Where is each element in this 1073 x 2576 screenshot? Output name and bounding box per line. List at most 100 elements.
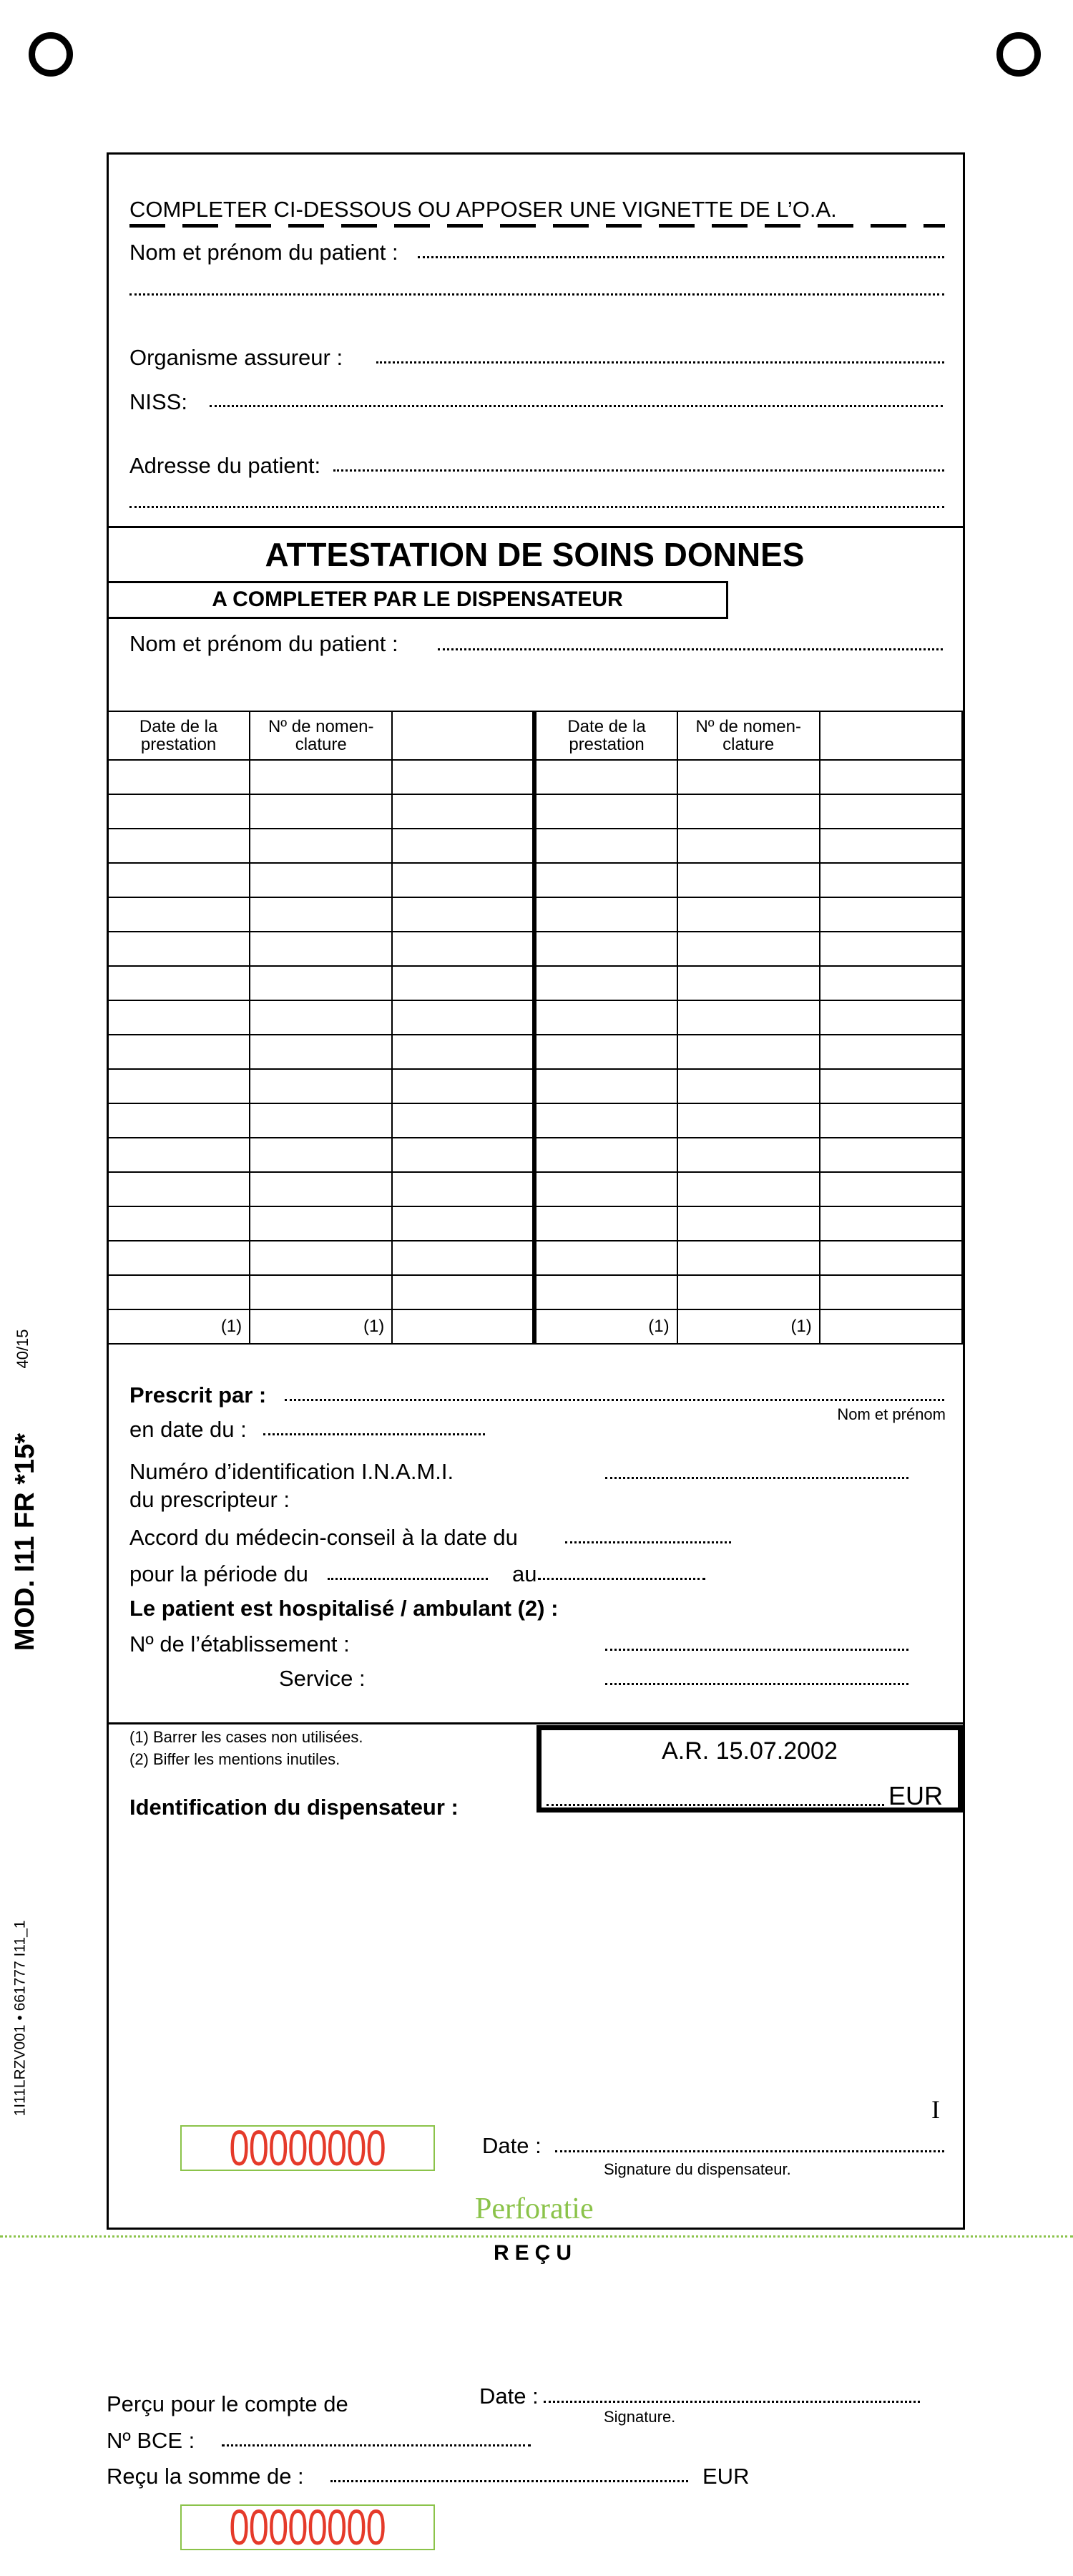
table-cell[interactable]	[818, 1000, 964, 1035]
table-cell[interactable]	[106, 1000, 251, 1035]
prescription-date-field[interactable]	[263, 1433, 485, 1435]
table-cell[interactable]	[818, 1309, 964, 1345]
period-to-field[interactable]	[538, 1578, 705, 1580]
table-cell[interactable]	[391, 965, 537, 1001]
table-cell[interactable]	[534, 931, 678, 967]
table-cell[interactable]	[534, 1137, 678, 1173]
table-cell[interactable]	[106, 1103, 251, 1138]
table-cell[interactable]	[391, 1103, 537, 1138]
establishment-field[interactable]	[605, 1649, 908, 1651]
prescriber-field[interactable]	[285, 1399, 944, 1401]
table-cell[interactable]	[249, 1274, 393, 1310]
table-cell[interactable]	[106, 1034, 251, 1070]
table-cell[interactable]	[249, 1103, 393, 1138]
receipt-date-field[interactable]	[544, 2401, 920, 2403]
table-cell[interactable]	[818, 1171, 964, 1207]
table-cell[interactable]: (1)	[106, 1309, 251, 1345]
table-cell[interactable]	[249, 1068, 393, 1104]
table-cell[interactable]	[534, 1171, 678, 1207]
table-cell[interactable]	[391, 794, 537, 829]
table-cell[interactable]	[818, 1068, 964, 1104]
patient-name-field[interactable]	[418, 256, 944, 258]
address-field[interactable]	[333, 469, 944, 472]
table-cell[interactable]	[391, 931, 537, 967]
table-cell[interactable]	[249, 1000, 393, 1035]
table-cell[interactable]	[106, 759, 251, 795]
table-cell[interactable]	[818, 1137, 964, 1173]
table-cell[interactable]	[249, 897, 393, 932]
niss-field[interactable]	[210, 405, 943, 407]
table-cell[interactable]	[249, 1171, 393, 1207]
table-cell[interactable]	[676, 1274, 820, 1310]
table-cell[interactable]	[391, 1137, 537, 1173]
table-cell[interactable]	[106, 828, 251, 864]
table-cell[interactable]	[391, 828, 537, 864]
table-cell[interactable]	[106, 965, 251, 1001]
table-cell[interactable]	[249, 794, 393, 829]
table-cell[interactable]	[534, 1206, 678, 1241]
table-cell[interactable]	[391, 1206, 537, 1241]
table-cell[interactable]	[818, 897, 964, 932]
table-cell[interactable]	[534, 759, 678, 795]
table-cell[interactable]	[676, 1000, 820, 1035]
date-field[interactable]	[555, 2150, 944, 2152]
table-cell[interactable]: (1)	[534, 1309, 678, 1345]
table-cell[interactable]	[106, 1206, 251, 1241]
table-cell[interactable]	[391, 862, 537, 898]
patient-name-field-3[interactable]	[438, 648, 943, 650]
bce-field[interactable]	[222, 2444, 531, 2446]
insurer-field[interactable]	[376, 361, 944, 364]
table-cell[interactable]	[391, 1068, 537, 1104]
table-cell[interactable]	[534, 1068, 678, 1104]
amount-field[interactable]	[547, 1804, 884, 1806]
table-cell[interactable]	[676, 1171, 820, 1207]
table-cell[interactable]	[391, 1309, 537, 1345]
table-cell[interactable]	[391, 1274, 537, 1310]
table-cell[interactable]	[249, 862, 393, 898]
table-cell[interactable]	[676, 862, 820, 898]
table-cell[interactable]: (1)	[676, 1309, 820, 1345]
table-cell[interactable]	[676, 1137, 820, 1173]
table-cell[interactable]	[818, 1103, 964, 1138]
table-cell[interactable]	[534, 862, 678, 898]
table-cell[interactable]	[249, 1034, 393, 1070]
table-cell[interactable]: (1)	[249, 1309, 393, 1345]
table-cell[interactable]	[534, 1103, 678, 1138]
table-cell[interactable]	[106, 1137, 251, 1173]
table-cell[interactable]	[534, 1274, 678, 1310]
table-cell[interactable]	[249, 759, 393, 795]
table-cell[interactable]	[676, 897, 820, 932]
period-from-field[interactable]	[328, 1578, 488, 1580]
table-cell[interactable]	[818, 759, 964, 795]
table-cell[interactable]	[391, 759, 537, 795]
table-cell[interactable]	[534, 897, 678, 932]
table-cell[interactable]	[676, 794, 820, 829]
accord-date-field[interactable]	[565, 1541, 731, 1543]
table-cell[interactable]	[676, 1103, 820, 1138]
table-cell[interactable]	[676, 759, 820, 795]
table-cell[interactable]	[818, 862, 964, 898]
table-cell[interactable]	[534, 1240, 678, 1276]
table-cell[interactable]	[534, 1034, 678, 1070]
table-cell[interactable]	[106, 1240, 251, 1276]
table-cell[interactable]	[106, 794, 251, 829]
table-cell[interactable]	[534, 828, 678, 864]
table-cell[interactable]	[249, 965, 393, 1001]
table-cell[interactable]	[818, 1034, 964, 1070]
table-cell[interactable]	[391, 897, 537, 932]
table-cell[interactable]	[676, 965, 820, 1001]
table-cell[interactable]	[676, 1240, 820, 1276]
table-cell[interactable]	[818, 828, 964, 864]
patient-name-field-2[interactable]	[129, 293, 944, 296]
table-cell[interactable]	[106, 862, 251, 898]
table-cell[interactable]	[676, 931, 820, 967]
service-field[interactable]	[605, 1683, 908, 1685]
table-cell[interactable]	[249, 828, 393, 864]
table-cell[interactable]	[391, 1000, 537, 1035]
table-cell[interactable]	[818, 1274, 964, 1310]
table-cell[interactable]	[818, 931, 964, 967]
table-cell[interactable]	[106, 897, 251, 932]
table-cell[interactable]	[818, 794, 964, 829]
table-cell[interactable]	[676, 828, 820, 864]
table-cell[interactable]	[676, 1034, 820, 1070]
